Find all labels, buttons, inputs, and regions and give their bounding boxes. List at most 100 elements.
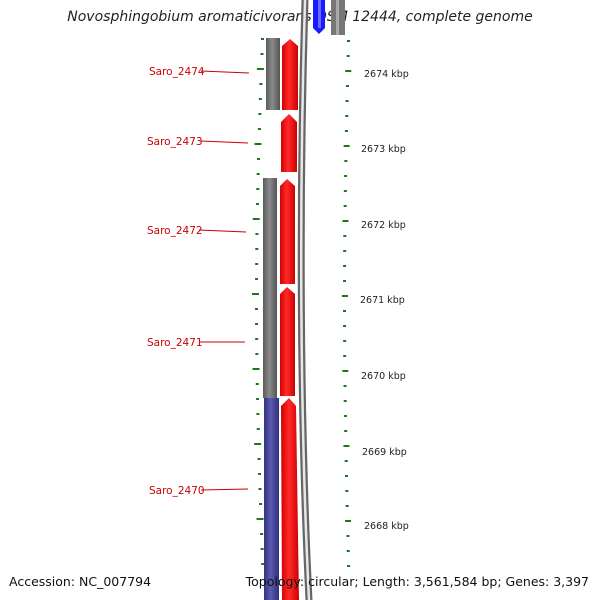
right-tick-mark	[345, 85, 349, 87]
right-tick-mark	[344, 460, 348, 462]
left-tick-mark	[261, 563, 265, 565]
gene-bar-saro-2470[interactable]	[264, 398, 279, 600]
cds-arrow-saro-2474[interactable]	[282, 39, 298, 110]
scale-tick-label: 2669 kbp	[362, 447, 407, 458]
right-tick-mark	[346, 550, 350, 552]
left-tick-mark	[255, 338, 259, 340]
left-tick-mark	[258, 473, 262, 475]
scale-tick-label: 2674 kbp	[364, 69, 409, 80]
gene-leader-line	[200, 70, 250, 74]
left-tick-mark	[255, 323, 259, 325]
gene-leader-line	[198, 229, 247, 233]
gene-bar-saro-2474[interactable]	[266, 38, 280, 110]
left-tick-mark	[260, 533, 264, 535]
left-tick-mark	[257, 158, 261, 160]
right-tick-mark	[344, 160, 348, 162]
right-tick-mark	[342, 370, 349, 372]
left-tick-mark	[256, 188, 260, 190]
right-tick-mark	[344, 430, 348, 432]
gene-label-group[interactable]: Saro_2472	[147, 225, 247, 237]
gene-label[interactable]: Saro_2473	[147, 136, 203, 148]
accession-text: Accession: NC_007794	[9, 574, 152, 589]
left-tick-mark	[252, 218, 260, 220]
right-tick-mark	[343, 400, 347, 402]
gene-bar-saro-2472-2471[interactable]	[263, 178, 277, 398]
left-tick-mark	[257, 458, 261, 460]
right-tick-mark	[345, 475, 349, 477]
cds-arrow-saro-2471[interactable]	[280, 287, 295, 396]
top-gray-feature-highlight	[336, 0, 339, 35]
gene-track	[263, 38, 280, 600]
left-tick-mark	[258, 98, 262, 100]
right-tick-mark	[344, 130, 348, 132]
gene-label[interactable]: Saro_2474	[149, 66, 205, 78]
left-tick-mark	[256, 413, 260, 415]
scale-tick-label: 2671 kbp	[360, 295, 405, 306]
cds-arrow-saro-2472[interactable]	[280, 179, 295, 284]
gene-leader-line	[200, 488, 249, 491]
top-features	[313, 0, 345, 35]
scale-tick-label: 2672 kbp	[361, 220, 406, 231]
gene-label-group[interactable]: Saro_2474	[149, 66, 250, 78]
right-tick-mark	[345, 520, 352, 522]
gene-leader-line	[200, 140, 249, 144]
left-tick-mark	[255, 233, 259, 235]
cds-arrow-saro-2473[interactable]	[281, 114, 297, 172]
gene-label[interactable]: Saro_2470	[149, 485, 205, 497]
right-tick-mark	[342, 295, 349, 297]
left-tick-mark	[256, 428, 260, 430]
scale-tick-label: 2668 kbp	[364, 521, 409, 532]
right-tick-mark	[345, 505, 349, 507]
right-tick-mark	[343, 310, 347, 312]
right-tick-mark	[343, 445, 350, 447]
genome-stats-text: Topology: circular; Length: 3,561,584 bp…	[245, 574, 589, 589]
left-tick-mark	[260, 548, 264, 550]
right-tick-mark	[343, 145, 350, 147]
left-tick-mark	[256, 518, 264, 520]
left-tick-mark	[260, 53, 264, 55]
top-blue-feature-highlight	[318, 0, 321, 28]
scale-labels: 2674 kbp 2673 kbp 2672 kbp 2671 kbp 2670 kbp…	[360, 69, 409, 532]
gene-labels: Saro_2474 Saro_2473 Saro_2472 Saro_2471 Saro…	[147, 66, 250, 497]
right-tick-mark	[343, 235, 347, 237]
left-tick-mark	[259, 83, 263, 85]
cds-arrow-saro-2470[interactable]	[281, 398, 299, 600]
left-tick-mark	[256, 68, 264, 70]
left-tick-mark	[261, 38, 264, 40]
left-tick-mark	[255, 203, 259, 205]
gene-label-group[interactable]: Saro_2471	[147, 337, 245, 349]
left-tick-mark	[252, 368, 260, 370]
right-tick-mark	[343, 280, 347, 282]
left-tick-mark	[255, 353, 259, 355]
right-tick-mark	[343, 250, 347, 252]
left-tick-mark	[256, 398, 260, 400]
gene-label[interactable]: Saro_2472	[147, 225, 203, 237]
contig-backbone-highlight	[299, 0, 311, 600]
gene-label-group[interactable]: Saro_2470	[149, 485, 249, 497]
right-tick-mark	[343, 340, 347, 342]
right-tick-mark	[345, 100, 349, 102]
left-tick-mark	[258, 488, 262, 490]
top-blue-feature-arrow	[313, 28, 325, 34]
left-tick-mark	[255, 383, 259, 385]
right-tick-column	[342, 40, 352, 567]
scale-tick-label: 2670 kbp	[361, 371, 406, 382]
gene-label-group[interactable]: Saro_2473	[147, 136, 249, 148]
right-tick-mark	[343, 355, 347, 357]
right-tick-mark	[346, 535, 350, 537]
left-tick-column	[252, 38, 265, 565]
left-tick-mark	[255, 248, 259, 250]
right-tick-mark	[342, 220, 349, 222]
gene-label[interactable]: Saro_2471	[147, 337, 203, 349]
right-tick-mark	[343, 325, 347, 327]
left-tick-mark	[254, 143, 262, 145]
right-tick-mark	[343, 415, 347, 417]
left-tick-mark	[256, 173, 260, 175]
left-tick-mark	[252, 293, 260, 295]
right-tick-mark	[346, 55, 350, 57]
left-tick-mark	[255, 308, 259, 310]
right-tick-mark	[345, 490, 349, 492]
right-tick-mark	[347, 40, 350, 42]
right-tick-mark	[345, 70, 352, 72]
